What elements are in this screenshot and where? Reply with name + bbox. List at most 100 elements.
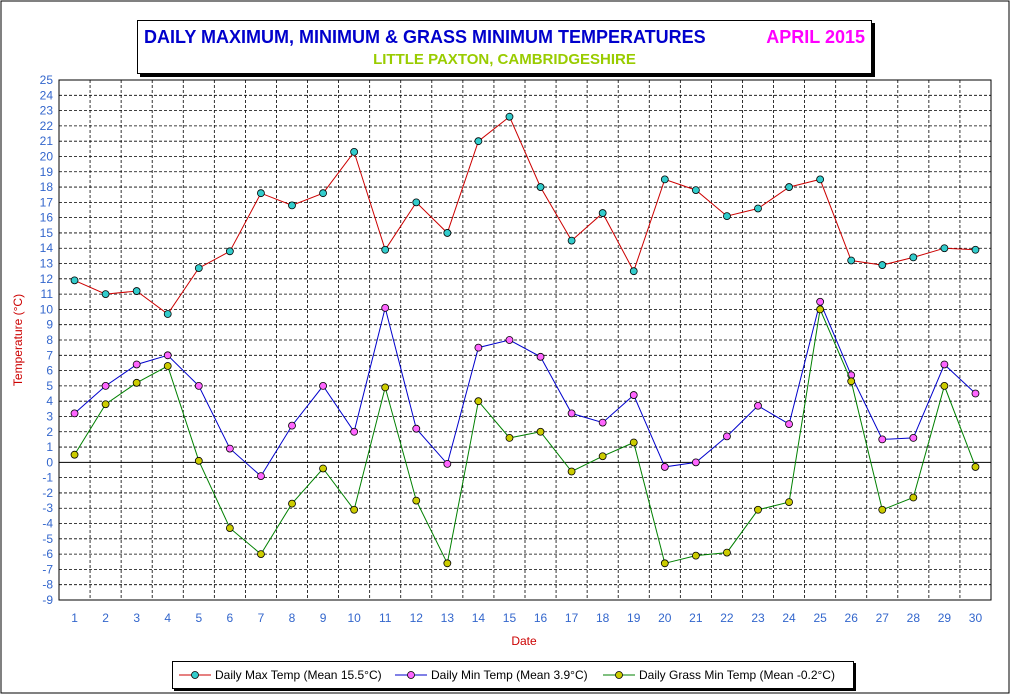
- x-tick-label: 12: [410, 611, 424, 625]
- legend-label-grass: Daily Grass Min Temp (Mean -0.2°C): [639, 668, 835, 682]
- y-tick-label: 10: [40, 302, 54, 316]
- data-point-max: [288, 201, 296, 210]
- data-point-grass: [381, 383, 390, 392]
- x-tick-label: 22: [720, 611, 734, 625]
- x-tick-label: 15: [503, 611, 517, 625]
- plot-area: [58, 79, 992, 601]
- data-point-min: [288, 421, 296, 430]
- data-point-min: [629, 391, 638, 399]
- y-tick-label: 15: [40, 226, 54, 240]
- legend-swatch-max: [179, 671, 211, 679]
- data-point-min: [163, 351, 172, 360]
- data-point-min: [878, 435, 887, 444]
- x-tick-label: 10: [347, 611, 361, 625]
- data-point-grass: [132, 378, 141, 387]
- data-point-min: [474, 343, 483, 352]
- y-tick-label: 14: [40, 241, 54, 255]
- data-point-min: [567, 409, 576, 418]
- x-tick-label: 18: [596, 611, 610, 625]
- data-point-grass: [163, 362, 172, 370]
- y-tick-label: 16: [40, 211, 54, 225]
- x-tick-label: 9: [320, 611, 327, 625]
- y-tick-label: -7: [42, 562, 53, 576]
- data-point-min: [381, 303, 390, 312]
- data-point-max: [691, 186, 700, 195]
- x-tick-label: 17: [565, 611, 579, 625]
- y-tick-label: 24: [40, 88, 54, 102]
- series-max: [70, 112, 980, 318]
- y-tick-label: -8: [42, 578, 53, 592]
- data-point-max: [474, 137, 483, 146]
- data-point-max: [381, 245, 390, 254]
- x-tick-label: 25: [813, 611, 827, 625]
- x-tick-label: 14: [472, 611, 486, 625]
- y-tick-label: 22: [40, 119, 54, 133]
- y-tick-label: 4: [46, 394, 53, 408]
- data-point-min: [319, 381, 327, 390]
- x-axis-label: Date: [511, 634, 537, 648]
- data-point-max: [660, 175, 669, 184]
- x-tick-label: 6: [227, 611, 234, 625]
- series-grass: [70, 305, 980, 568]
- chart-title: DAILY MAXIMUM, MINIMUM & GRASS MINIMUM T…: [144, 27, 706, 47]
- data-point-max: [225, 247, 234, 256]
- data-point-max: [723, 212, 731, 221]
- data-point-grass: [70, 450, 79, 459]
- data-point-max: [536, 183, 545, 191]
- data-point-grass: [598, 452, 607, 461]
- series-group: [70, 112, 980, 568]
- data-point-min: [536, 352, 545, 361]
- data-point-grass: [660, 559, 669, 568]
- data-point-max: [257, 189, 265, 198]
- data-point-min: [257, 472, 265, 481]
- data-point-max: [754, 204, 762, 213]
- data-point-min: [909, 433, 918, 442]
- data-point-max: [629, 267, 638, 276]
- y-tick-label: -2: [42, 486, 53, 500]
- data-point-max: [319, 189, 327, 198]
- data-point-grass: [971, 463, 980, 471]
- title-box: DAILY MAXIMUM, MINIMUM & GRASS MINIMUM T…: [137, 20, 872, 74]
- data-point-grass: [101, 400, 110, 409]
- y-tick-label: 19: [40, 165, 54, 179]
- data-point-grass: [816, 305, 825, 314]
- legend: Daily Max Temp (Mean 15.5°C) Daily Min T…: [172, 661, 854, 689]
- data-point-min: [971, 389, 980, 398]
- y-tick-label: 5: [46, 379, 53, 393]
- data-point-grass: [723, 548, 731, 557]
- data-point-max: [505, 112, 514, 121]
- data-point-grass: [878, 505, 887, 514]
- y-tick-label: 7: [46, 348, 53, 362]
- data-point-grass: [505, 433, 514, 442]
- data-point-grass: [567, 467, 576, 476]
- data-point-grass: [257, 550, 265, 559]
- series-line-max: [74, 115, 976, 315]
- x-tick-label: 23: [751, 611, 765, 625]
- y-tick-label: 0: [46, 455, 53, 469]
- data-point-max: [70, 276, 79, 285]
- y-tick-label: -9: [42, 593, 53, 607]
- legend-label-min: Daily Min Temp (Mean 3.9°C): [431, 668, 588, 682]
- y-tick-label: 6: [46, 364, 53, 378]
- data-point-min: [101, 381, 110, 390]
- data-point-min: [443, 459, 452, 468]
- x-tick-label: 30: [969, 611, 983, 625]
- data-point-min: [505, 336, 514, 344]
- data-point-max: [412, 198, 421, 207]
- data-point-max: [816, 175, 825, 184]
- data-point-min: [194, 381, 203, 390]
- x-tick-label: 13: [441, 611, 455, 625]
- data-point-grass: [443, 559, 452, 568]
- data-point-grass: [629, 438, 638, 447]
- data-point-grass: [940, 381, 949, 390]
- y-tick-label: -5: [42, 532, 53, 546]
- x-tick-label: 5: [195, 611, 202, 625]
- x-tick-label: 24: [782, 611, 796, 625]
- chart-location: LITTLE PAXTON, CAMBRIDGESHIRE: [373, 51, 636, 68]
- data-point-grass: [350, 505, 359, 514]
- data-point-min: [940, 360, 949, 369]
- legend-swatch-min: [395, 671, 427, 679]
- data-point-grass: [225, 524, 234, 533]
- y-tick-label: -6: [42, 547, 53, 561]
- x-tick-label: 7: [258, 611, 265, 625]
